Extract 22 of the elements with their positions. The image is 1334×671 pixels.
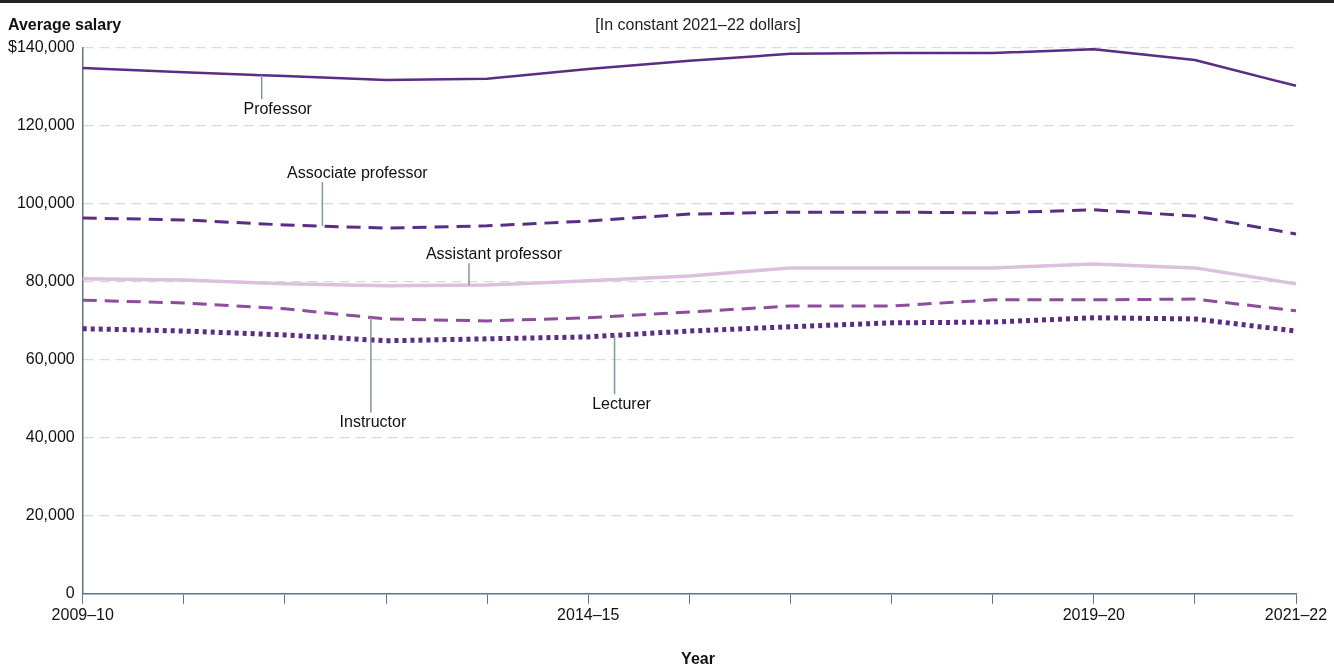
x-tick-label: 2021–22	[1264, 605, 1328, 623]
y-tick-label: $140,000	[8, 38, 75, 56]
text: Instructor	[339, 412, 407, 430]
series-label: Professor	[243, 99, 313, 117]
y-tick-label: 60,000	[25, 350, 75, 368]
y-tick-label: 40,000	[25, 428, 75, 446]
text: Lecturer	[592, 394, 652, 412]
y-tick-label: 0	[65, 584, 75, 602]
x-tick-label: 2009–10	[51, 605, 114, 623]
y-tick-label: 80,000	[25, 272, 75, 290]
text: Associate professor	[287, 163, 429, 181]
series-label: Assistant professor	[425, 244, 563, 262]
x-axis-title: Year	[680, 650, 716, 668]
x-tick-label: 2014–15	[557, 605, 620, 623]
chart-subtitle: [In constant 2021–22 dollars]	[595, 16, 801, 33]
x-tick-label: 2019–20	[1062, 605, 1126, 623]
y-tick-label: 120,000	[16, 116, 75, 134]
line-series	[81, 297, 1298, 323]
y-axis-title: Average salary	[8, 16, 122, 34]
y-tick-label: 100,000	[16, 194, 75, 212]
line-series	[81, 208, 1298, 236]
y-tick-label: 20,000	[25, 506, 75, 524]
